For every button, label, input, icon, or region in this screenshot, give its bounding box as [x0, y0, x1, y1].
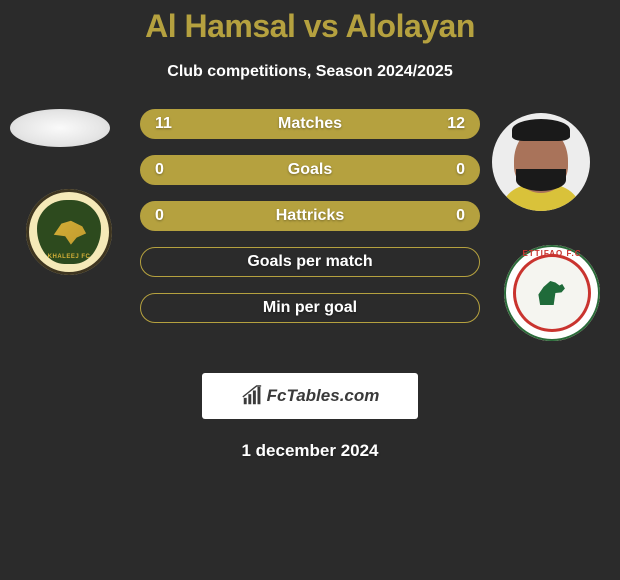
brand-text: FcTables.com — [267, 386, 380, 406]
page-title: Al Hamsal vs Alolayan — [0, 0, 620, 45]
club-left-shield: KHALEEJ FC — [37, 200, 101, 264]
stat-bar: 0Goals0 — [140, 155, 480, 185]
stat-bar: Goals per match — [140, 247, 480, 277]
stat-label: Goals — [141, 161, 479, 179]
stat-bars: 11Matches120Goals00Hattricks0Goals per m… — [140, 109, 480, 339]
stat-bar: 0Hattricks0 — [140, 201, 480, 231]
title-vs: vs — [304, 8, 339, 44]
brand-box: FcTables.com — [202, 373, 418, 419]
stat-value-right: 0 — [456, 207, 465, 225]
eagle-icon — [50, 218, 88, 246]
club-right-ring-text: ETTIFAQ F.C — [504, 249, 600, 258]
subtitle: Club competitions, Season 2024/2025 — [0, 63, 620, 81]
club-left-text: KHALEEJ FC — [37, 254, 101, 260]
stat-value-left: 11 — [155, 115, 172, 133]
comparison-panel: KHALEEJ FC ETTIFAQ F.C 11Matches120Goals… — [0, 109, 620, 369]
date-text: 1 december 2024 — [0, 441, 620, 461]
stat-label: Matches — [141, 115, 479, 133]
player-photo-right — [492, 113, 590, 211]
stat-value-left: 0 — [155, 161, 164, 179]
stat-label: Hattricks — [141, 207, 479, 225]
player-right-beard — [516, 169, 566, 191]
title-player-left: Al Hamsal — [145, 8, 295, 44]
stat-bar: 11Matches12 — [140, 109, 480, 139]
title-player-right: Alolayan — [346, 8, 475, 44]
stat-label: Goals per match — [141, 253, 479, 271]
club-right-inner — [524, 265, 580, 321]
stat-bar: Min per goal — [140, 293, 480, 323]
club-logo-left: KHALEEJ FC — [26, 189, 112, 275]
bar-chart-icon — [241, 385, 263, 407]
stat-value-right: 12 — [447, 115, 465, 133]
horse-icon — [535, 278, 569, 308]
player-photo-left — [10, 109, 110, 147]
stat-label: Min per goal — [141, 299, 479, 317]
club-logo-right: ETTIFAQ F.C — [504, 245, 600, 341]
player-right-hair — [512, 119, 570, 141]
stat-value-right: 0 — [456, 161, 465, 179]
stat-value-left: 0 — [155, 207, 164, 225]
